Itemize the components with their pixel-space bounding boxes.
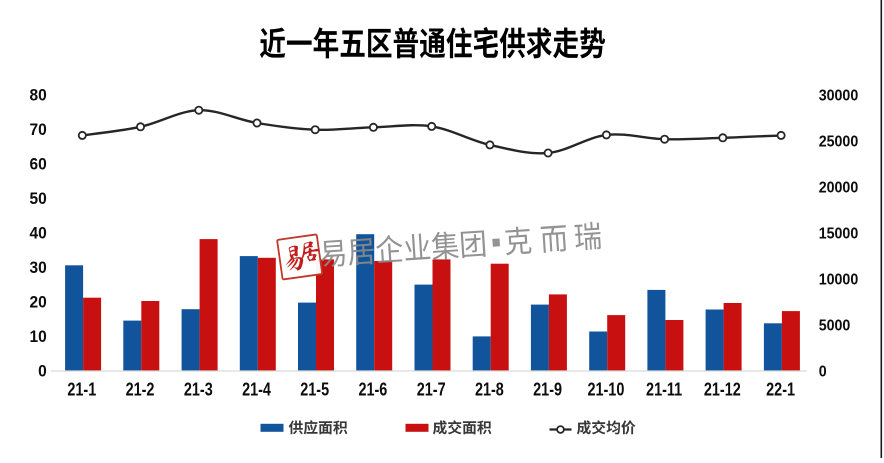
svg-text:15000: 15000 xyxy=(819,225,859,243)
svg-text:21-10: 21-10 xyxy=(587,379,624,400)
svg-text:22-1: 22-1 xyxy=(766,379,795,400)
svg-text:50: 50 xyxy=(29,191,46,208)
svg-text:80: 80 xyxy=(29,87,46,104)
svg-text:25000: 25000 xyxy=(819,133,859,151)
svg-text:21-5: 21-5 xyxy=(300,379,329,400)
svg-text:21-6: 21-6 xyxy=(358,379,387,400)
svg-text:21-12: 21-12 xyxy=(704,379,741,400)
svg-text:20000: 20000 xyxy=(819,179,859,197)
svg-text:20: 20 xyxy=(29,294,46,311)
svg-text:10000: 10000 xyxy=(819,271,859,289)
svg-text:21-1: 21-1 xyxy=(67,379,96,400)
svg-text:21-4: 21-4 xyxy=(242,379,272,400)
svg-text:0: 0 xyxy=(819,363,827,381)
svg-text:21-3: 21-3 xyxy=(184,379,213,400)
svg-text:5000: 5000 xyxy=(819,317,851,335)
svg-text:30000: 30000 xyxy=(819,87,859,105)
svg-text:21-9: 21-9 xyxy=(533,379,562,400)
svg-text:21-11: 21-11 xyxy=(646,379,682,400)
svg-text:0: 0 xyxy=(38,363,47,380)
svg-text:21-8: 21-8 xyxy=(475,379,504,400)
svg-text:21-7: 21-7 xyxy=(417,379,446,400)
svg-text:10: 10 xyxy=(29,329,46,346)
svg-text:21-2: 21-2 xyxy=(126,379,155,400)
svg-text:40: 40 xyxy=(29,225,46,242)
svg-text:30: 30 xyxy=(29,260,46,277)
svg-text:70: 70 xyxy=(29,122,46,139)
svg-text:60: 60 xyxy=(29,156,46,173)
